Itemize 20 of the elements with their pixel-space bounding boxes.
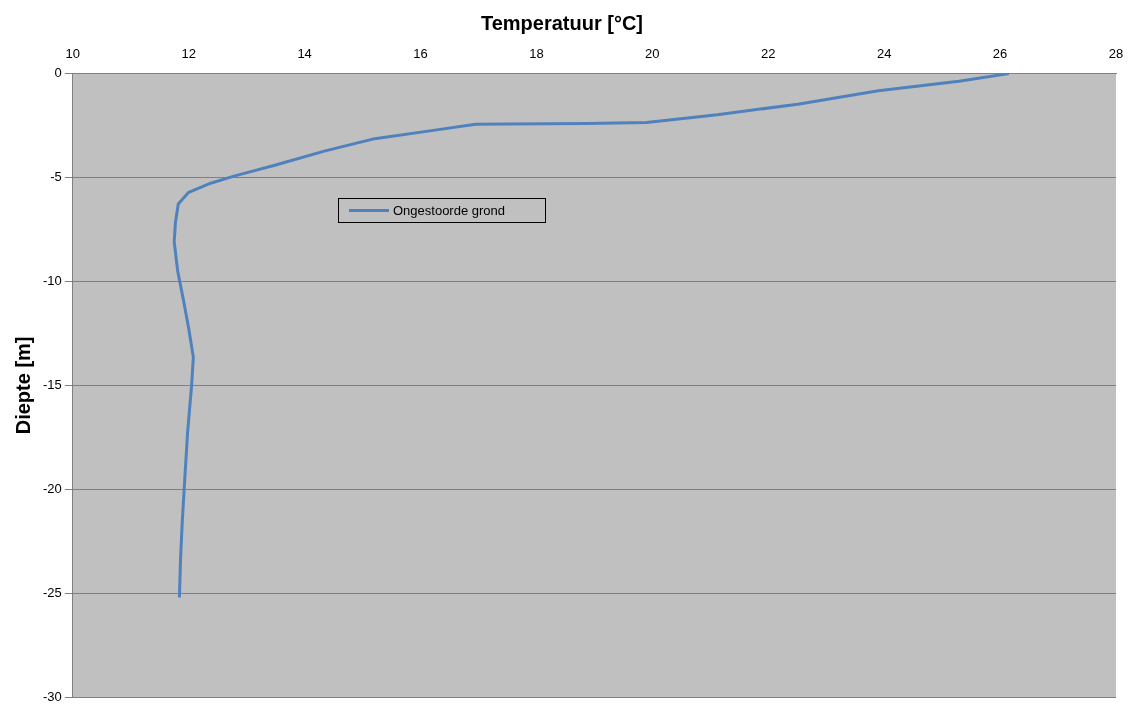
x-tick-label: 26 — [992, 46, 1008, 62]
y-axis-title: Diepte [m] — [11, 336, 34, 435]
x-tick-label: 14 — [297, 46, 312, 62]
y-tick-label: -25 — [42, 584, 62, 600]
y-tick-label: 0 — [54, 65, 62, 81]
y-tick-label: -5 — [50, 169, 62, 185]
y-tick-label: -30 — [42, 688, 62, 704]
y-tick-label: -20 — [42, 480, 62, 496]
x-tick-label: 22 — [761, 46, 776, 62]
x-tick-label: 12 — [181, 46, 196, 62]
x-tick-label: 10 — [65, 46, 81, 62]
x-tick-label: 28 — [1108, 46, 1124, 62]
x-tick-label: 18 — [529, 46, 544, 62]
x-tick-label: 24 — [876, 46, 892, 62]
chart-title: Temperatuur [°C] — [480, 11, 644, 34]
y-tick-label: -10 — [42, 273, 62, 289]
x-tick-label: 20 — [645, 46, 660, 62]
y-tick-label: -15 — [42, 376, 62, 392]
legend-label: Ongestoorde grond — [393, 203, 506, 218]
x-tick-label: 16 — [413, 46, 428, 62]
